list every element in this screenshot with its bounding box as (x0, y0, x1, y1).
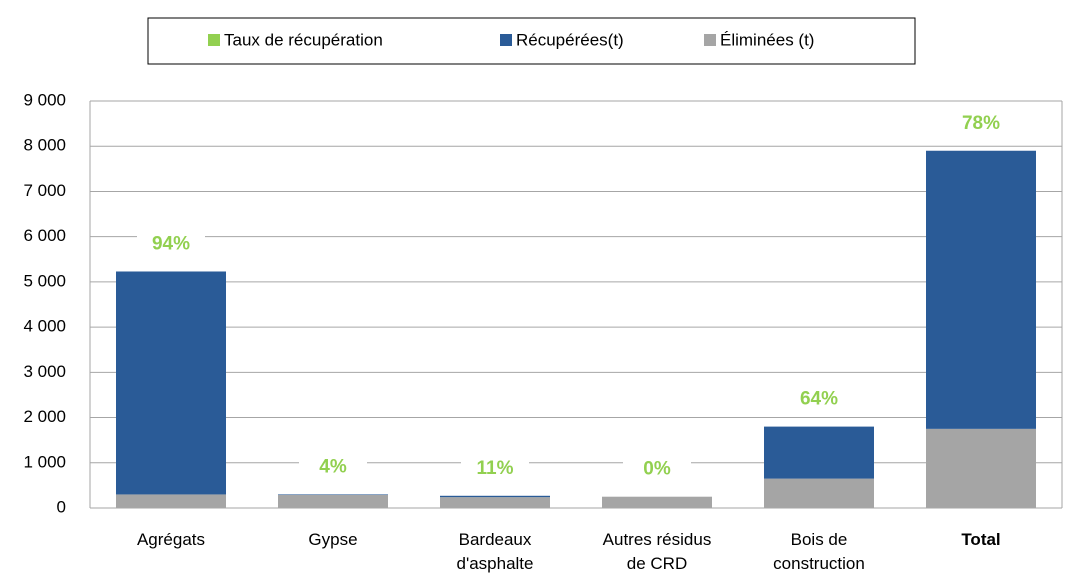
rate-label-bg (299, 452, 367, 481)
rate-label: 78% (962, 113, 1000, 134)
rate-label: 64% (800, 389, 838, 410)
y-tick-label: 1 000 (23, 452, 66, 471)
bar-segment (116, 271, 226, 495)
legend-box (147, 17, 916, 65)
bar-segment (764, 426, 874, 479)
rate-label-bg (461, 453, 529, 482)
legend-label: Taux de récupération (224, 30, 383, 49)
bar-segment (926, 428, 1036, 508)
y-tick-label: 8 000 (23, 136, 66, 155)
y-tick-label: 5 000 (23, 271, 66, 290)
rate-label-bg (623, 454, 691, 483)
rate-label-bg (947, 108, 1015, 137)
bar-segment (602, 496, 712, 508)
legend-swatch (704, 34, 716, 46)
rate-label: 0% (643, 459, 671, 480)
legend-label: Éliminées (t) (720, 30, 814, 49)
bar-segment (926, 150, 1036, 429)
x-tick-label: Total (961, 530, 1001, 549)
y-tick-label: 9 000 (23, 90, 66, 109)
bar-segment (440, 497, 550, 508)
x-tick-label: Agrégats (136, 530, 206, 549)
x-tick-label: Bardeaux d'asphalte (456, 530, 534, 573)
y-tick-label: 6 000 (23, 226, 66, 245)
rate-label: 4% (319, 456, 347, 477)
y-tick-label: 7 000 (23, 181, 66, 200)
legend-swatch (500, 34, 512, 46)
x-tick-label: Bois de construction (773, 530, 865, 573)
bar-segment (278, 494, 388, 495)
bar-segment (116, 494, 226, 508)
rate-label-bg (785, 384, 853, 413)
bar-segment (764, 478, 874, 508)
legend-swatch (208, 34, 220, 46)
legend-label: Récupérées(t) (516, 30, 624, 49)
y-tick-label: 4 000 (23, 317, 66, 336)
bar-segment (440, 495, 550, 498)
rate-label: 94% (152, 234, 190, 255)
rate-label-bg (137, 229, 205, 258)
y-tick-label: 3 000 (23, 362, 66, 381)
y-tick-label: 2 000 (23, 407, 66, 426)
bar-segment (278, 494, 388, 508)
rate-label: 11% (477, 458, 514, 479)
x-tick-label: Gypse (308, 530, 358, 549)
y-tick-label: 0 (57, 497, 66, 516)
x-tick-label: Autres résidus de CRD (602, 530, 712, 573)
